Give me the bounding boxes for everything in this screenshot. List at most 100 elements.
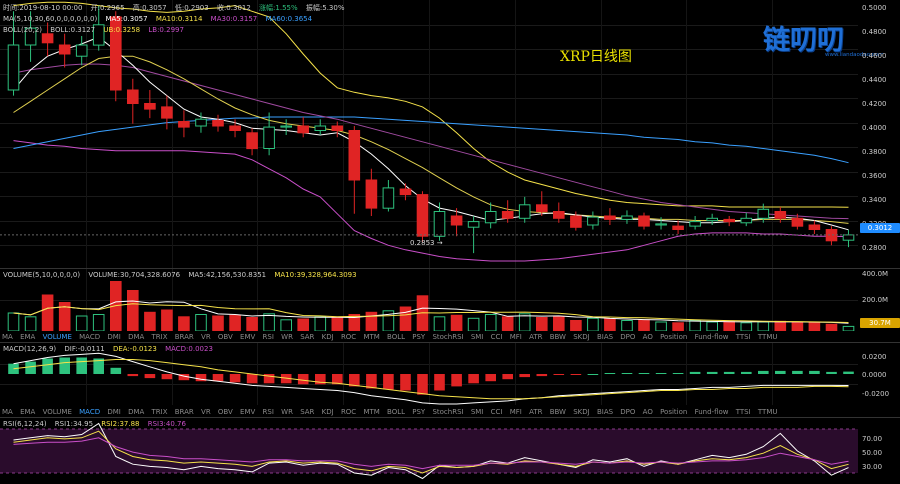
volume-pane[interactable]: VOLUME(5,10,0,0,0,0) VOLUME:30,704,328.6… [0, 269, 900, 331]
tab-rsi[interactable]: RSI [262, 333, 274, 341]
tab-bias[interactable]: BIAS [596, 408, 614, 416]
tab-emv[interactable]: EMV [240, 408, 256, 416]
tab-sar[interactable]: SAR [300, 408, 315, 416]
volume-bar [297, 318, 309, 331]
tab-smi[interactable]: SMI [470, 408, 484, 416]
tab-obv[interactable]: OBV [217, 408, 233, 416]
tab-bias[interactable]: BIAS [596, 333, 614, 341]
tab-emv[interactable]: EMV [240, 333, 256, 341]
volume-bar [348, 314, 361, 331]
tab-bbw[interactable]: BBW [549, 333, 566, 341]
tab-stochrsi[interactable]: StochRSI [432, 333, 464, 341]
tab-obv[interactable]: OBV [217, 333, 233, 341]
price-pane[interactable]: 时间:2019-08-10 00:00 开:0.2965 高:0.3057 低:… [0, 0, 900, 270]
rsi-tick: 50.00 [862, 449, 883, 457]
rsi-chart[interactable] [0, 418, 860, 484]
tab-mtm[interactable]: MTM [363, 408, 380, 416]
tab-rsi[interactable]: RSI [262, 408, 274, 416]
rsi-pane[interactable]: RSI(6,12,24) RSI1:34.95 RSI2:37.88 RSI3:… [0, 418, 900, 484]
tab-dmi[interactable]: DMI [107, 333, 121, 341]
tab-macd[interactable]: MACD [79, 333, 101, 341]
macd-pane[interactable]: MACD(12,26,9) DIF:-0.0111 DEA:-0.0123 MA… [0, 343, 900, 405]
volume-label[interactable]: VOLUME(5,10,0,0,0,0) [3, 271, 81, 279]
candle-body [195, 118, 207, 127]
tab-volume[interactable]: VOLUME [42, 333, 72, 341]
macd-bar [8, 363, 19, 374]
tab-dma[interactable]: DMA [128, 333, 145, 341]
tab-brar[interactable]: BRAR [174, 408, 194, 416]
tab-ttsi[interactable]: TTSI [735, 408, 751, 416]
tab-atr[interactable]: ATR [529, 333, 543, 341]
tab-trix[interactable]: TRIX [151, 333, 168, 341]
tab-dmi[interactable]: DMI [107, 408, 121, 416]
macd-bar [212, 374, 224, 382]
ma-label[interactable]: MA(5,10,30,60,0,0,0,0,0,0) [3, 15, 98, 23]
candle-body [604, 215, 616, 220]
tab-ma[interactable]: MA [2, 408, 13, 416]
tab-fund-flow[interactable]: Fund-flow [694, 408, 729, 416]
tab-skdj[interactable]: SKDJ [573, 408, 590, 416]
tab-cci[interactable]: CCI [490, 333, 503, 341]
tab-dpo[interactable]: DPO [620, 333, 636, 341]
tab-ao[interactable]: AO [642, 408, 653, 416]
tab-cci[interactable]: CCI [490, 408, 503, 416]
tab-bbw[interactable]: BBW [549, 408, 566, 416]
volume-chart[interactable] [0, 269, 860, 331]
macd-bar [161, 374, 173, 380]
rsi-label[interactable]: RSI(6,12,24) [3, 420, 47, 428]
tab-ttmu[interactable]: TTMU [757, 408, 778, 416]
macd-bar [246, 374, 258, 384]
tab-sar[interactable]: SAR [300, 333, 315, 341]
tab-ema[interactable]: EMA [20, 333, 36, 341]
tab-ma[interactable]: MA [2, 333, 13, 341]
tab-kdj[interactable]: KDJ [321, 408, 334, 416]
tab-mfi[interactable]: MFI [509, 333, 522, 341]
tab-fund-flow[interactable]: Fund-flow [694, 333, 729, 341]
tab-vr[interactable]: VR [201, 333, 211, 341]
macd-bar [570, 374, 582, 375]
tab-ao[interactable]: AO [642, 333, 653, 341]
macd-bar [383, 374, 394, 390]
close-readout: 收:0.3012 [216, 4, 251, 12]
tab-brar[interactable]: BRAR [174, 333, 194, 341]
tab-boll[interactable]: BOLL [387, 333, 406, 341]
tab-mtm[interactable]: MTM [363, 333, 380, 341]
tab-ttsi[interactable]: TTSI [735, 333, 751, 341]
tab-atr[interactable]: ATR [529, 408, 543, 416]
tab-position[interactable]: Position [660, 408, 688, 416]
tab-boll[interactable]: BOLL [387, 408, 406, 416]
macd-chart[interactable] [0, 343, 860, 405]
tab-dma[interactable]: DMA [128, 408, 145, 416]
tab-ttmu[interactable]: TTMU [757, 333, 778, 341]
tab-volume[interactable]: VOLUME [42, 408, 72, 416]
price-chart[interactable] [0, 0, 860, 270]
tab-mfi[interactable]: MFI [509, 408, 522, 416]
tab-smi[interactable]: SMI [470, 333, 484, 341]
candle-body [842, 234, 855, 241]
tab-psy[interactable]: PSY [412, 333, 426, 341]
tab-position[interactable]: Position [660, 333, 688, 341]
tab-vr[interactable]: VR [201, 408, 211, 416]
tab-roc[interactable]: ROC [340, 333, 357, 341]
tab-wr[interactable]: WR [281, 408, 293, 416]
macd-bar [758, 370, 769, 374]
tab-wr[interactable]: WR [281, 333, 293, 341]
tab-stochrsi[interactable]: StochRSI [432, 408, 464, 416]
ma-info-row: MA(5,10,30,60,0,0,0,0,0,0) MA5:0.3057 MA… [3, 15, 318, 23]
candle-body [706, 217, 719, 222]
tab-roc[interactable]: ROC [340, 408, 357, 416]
tab-skdj[interactable]: SKDJ [573, 333, 590, 341]
tab-trix[interactable]: TRIX [151, 408, 168, 416]
boll-label[interactable]: BOLL(20,2) [3, 26, 43, 34]
tab-psy[interactable]: PSY [412, 408, 426, 416]
tab-macd[interactable]: MACD [79, 408, 101, 416]
candle-body [416, 194, 429, 237]
volume-bar [587, 317, 599, 331]
tab-kdj[interactable]: KDJ [321, 333, 334, 341]
ma10-line [13, 55, 849, 224]
macd-label[interactable]: MACD(12,26,9) [3, 345, 57, 353]
tab-dpo[interactable]: DPO [620, 408, 636, 416]
tab-ema[interactable]: EMA [20, 408, 36, 416]
volume-tick: 400.0M [862, 270, 889, 278]
volume-bar [450, 314, 463, 331]
